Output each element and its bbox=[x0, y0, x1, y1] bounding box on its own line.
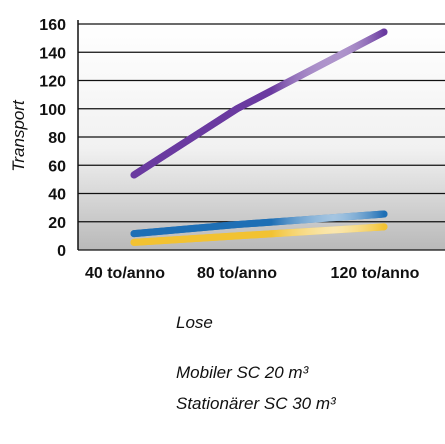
series-line bbox=[130, 28, 388, 179]
x-tick-label: 80 to/anno bbox=[197, 265, 277, 282]
y-tick-label: 60 bbox=[48, 158, 66, 175]
tick-labels: 0 20 40 60 80 100 120 140 160 40 to/anno 80 to/ann… bbox=[39, 17, 419, 282]
y-tick-label: 100 bbox=[39, 102, 66, 119]
x-tick-label: 40 to/anno bbox=[85, 265, 165, 282]
x-tick-label: 120 to/anno bbox=[331, 265, 420, 282]
y-tick-label: 0 bbox=[57, 243, 66, 260]
y-tick-label: 80 bbox=[48, 130, 66, 147]
legend-label: Mobiler SC 20 m³ bbox=[176, 363, 310, 382]
legend-label: Stationärer SC 30 m³ bbox=[176, 394, 337, 413]
y-tick-label: 120 bbox=[39, 74, 66, 91]
y-tick-label: 140 bbox=[39, 45, 66, 62]
y-tick-label: 20 bbox=[48, 215, 66, 232]
legend-label: Lose bbox=[176, 313, 213, 332]
series-line bbox=[130, 223, 388, 246]
y-axis-label: Transport bbox=[9, 99, 28, 172]
legend: Lose Mobiler SC 20 m³ Stationärer SC 30 m³ bbox=[76, 313, 337, 427]
y-tick-label: 40 bbox=[48, 187, 66, 204]
y-tick-label: 160 bbox=[39, 17, 66, 34]
series-line bbox=[130, 210, 388, 238]
series-lines bbox=[130, 28, 388, 246]
